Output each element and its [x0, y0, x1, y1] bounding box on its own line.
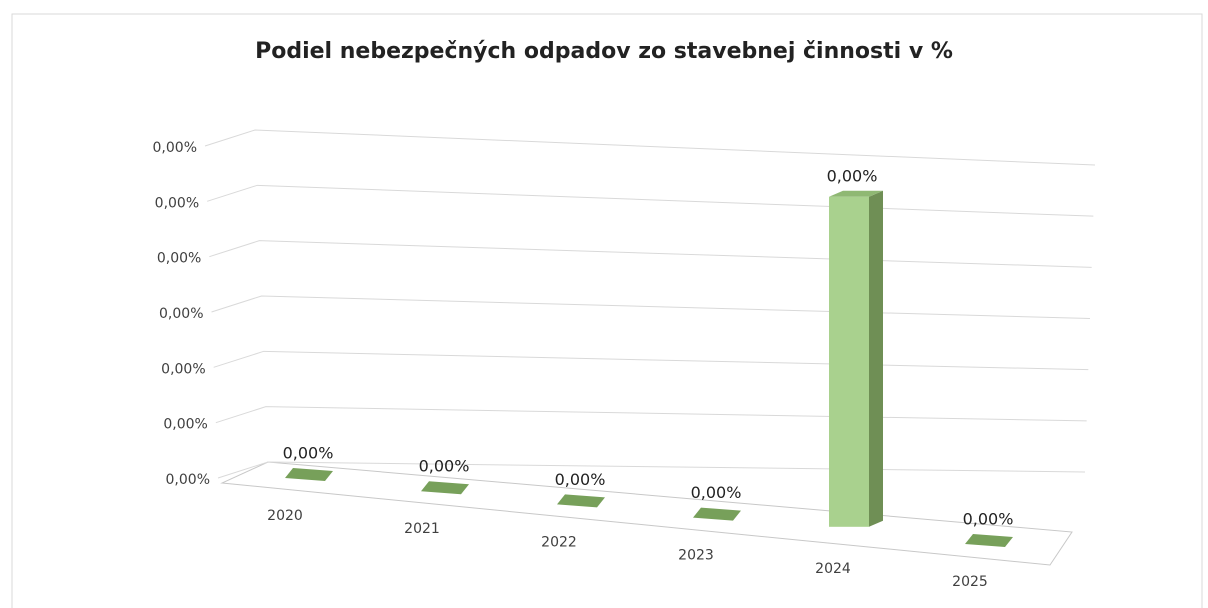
x-tick-label: 2021 [404, 521, 440, 537]
x-tick-label: 2024 [815, 561, 851, 577]
grid-line [217, 461, 1086, 479]
data-label: 0,00% [963, 510, 1014, 529]
data-label: 0,00% [691, 483, 742, 502]
y-tick-label: 0,00% [153, 140, 197, 156]
data-label: 0,00% [555, 470, 606, 489]
data-label: 0,00% [827, 166, 878, 185]
floor [220, 461, 1073, 566]
y-tick-label: 0,00% [157, 251, 201, 267]
data-label: 0,00% [419, 457, 470, 476]
y-tick-label: 0,00% [163, 417, 207, 433]
y-tick-label: 0,00% [155, 195, 199, 211]
bar [693, 507, 741, 521]
bar-side [869, 190, 883, 527]
chart-frame [11, 13, 1203, 608]
bar [285, 468, 333, 481]
bar-top [829, 190, 883, 197]
y-tick-label: 0,00% [161, 361, 205, 377]
x-tick-label: 2025 [952, 574, 988, 590]
x-tick-label: 2023 [678, 548, 714, 564]
grid-line [213, 350, 1089, 371]
x-tick-label: 2022 [541, 534, 577, 550]
bar [829, 196, 869, 527]
bar [421, 481, 469, 495]
bar [557, 494, 605, 508]
chart-title: Podiel nebezpečných odpadov zo stavebnej… [255, 39, 953, 64]
grid-line [207, 184, 1094, 217]
grid-line [211, 295, 1091, 319]
y-tick-label: 0,00% [159, 306, 203, 322]
y-tick-label: 0,00% [166, 472, 210, 488]
grid-line [209, 240, 1092, 268]
grid-line [215, 406, 1087, 424]
data-label: 0,00% [283, 444, 334, 463]
x-tick-label: 2020 [267, 508, 303, 524]
bar [965, 534, 1013, 547]
grid-line [204, 129, 1096, 166]
